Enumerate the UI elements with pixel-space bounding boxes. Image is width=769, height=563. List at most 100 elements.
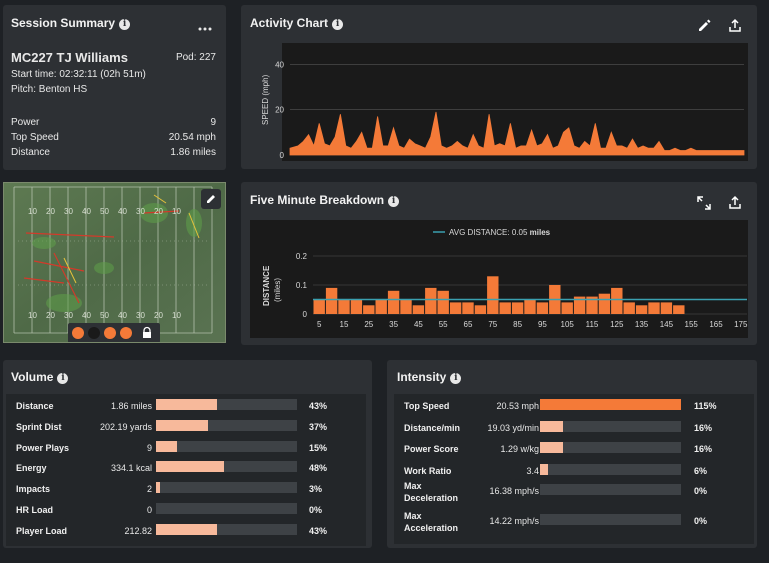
- breakdown-bar[interactable]: [511, 302, 524, 314]
- five-minute-title: Five Minute Breakdown i: [250, 193, 400, 207]
- intensity-panel: Intensity i Top Speed 20.53 mph 115% Distanc…: [387, 360, 757, 548]
- breakdown-bar[interactable]: [325, 287, 338, 314]
- info-icon[interactable]: i: [119, 19, 131, 30]
- speed-series: [289, 111, 745, 156]
- metric-percent: 6%: [694, 465, 708, 476]
- breakdown-bar[interactable]: [623, 302, 635, 314]
- metric-bar-fill: [156, 419, 209, 431]
- lock-icon[interactable]: [140, 326, 154, 340]
- breakdown-bar[interactable]: [400, 299, 412, 315]
- metric-value: 334.1 kcal: [110, 463, 152, 474]
- info-icon[interactable]: i: [57, 373, 69, 384]
- metric-value: 3.4: [526, 465, 539, 476]
- metric-label-line: Acceleration: [404, 523, 459, 533]
- breakdown-x-tick: 165: [709, 320, 723, 329]
- breakdown-bar[interactable]: [462, 302, 474, 314]
- breakdown-bar[interactable]: [363, 305, 375, 314]
- expand-icon[interactable]: [696, 195, 712, 211]
- breakdown-bar[interactable]: [437, 290, 449, 314]
- breakdown-bar[interactable]: [387, 290, 400, 314]
- breakdown-bar[interactable]: [561, 302, 573, 314]
- breakdown-bar[interactable]: [611, 287, 623, 314]
- metric-label: Impacts: [16, 484, 51, 495]
- player-dot-1[interactable]: [72, 327, 84, 339]
- info-icon[interactable]: i: [450, 373, 462, 384]
- activity-chart-title: Activity Chart i: [250, 16, 344, 30]
- yard-marker: 30: [136, 207, 145, 216]
- pencil-icon[interactable]: [696, 18, 712, 34]
- metric-bar-track: [540, 399, 681, 410]
- pencil-icon[interactable]: [201, 189, 221, 209]
- breakdown-bar[interactable]: [536, 302, 549, 314]
- metric-label: Max Deceleration: [404, 480, 458, 504]
- metric-bar-track: [540, 463, 681, 475]
- metric-value: 0: [146, 505, 152, 515]
- breakdown-bar[interactable]: [474, 305, 487, 314]
- metric-value: 202.19 yards: [99, 421, 152, 432]
- breakdown-bar[interactable]: [635, 305, 648, 314]
- activity-chart: 0 20 40 SPEED (mph): [261, 43, 748, 161]
- player-dot-2[interactable]: [88, 327, 100, 339]
- metric-label: Distance: [16, 401, 54, 411]
- metric-bar-fill: [156, 461, 224, 473]
- metric-row: Max Acceleration 14.22 mph/s 0%: [394, 510, 754, 534]
- metric-label: Max Acceleration: [404, 510, 458, 534]
- yard-marker: 10: [172, 207, 181, 216]
- metric-label: Distance/min: [404, 422, 461, 433]
- metric-value: 14.22 mph/s: [489, 516, 539, 526]
- field-map[interactable]: 10 20 30 40 50 40 30 20 10 10 20 30 40 5…: [3, 182, 226, 343]
- breakdown-x-tick: 25: [364, 320, 373, 329]
- breakdown-x-tick: 85: [513, 320, 522, 329]
- metric-label-line: Deceleration: [404, 493, 459, 503]
- metric-label: Player Load: [16, 525, 68, 536]
- metric-percent: 3%: [309, 484, 323, 495]
- player-dot-4[interactable]: [120, 327, 132, 339]
- metric-label: HR Load: [16, 505, 53, 515]
- breakdown-bar[interactable]: [573, 296, 586, 314]
- breakdown-bar[interactable]: [449, 302, 462, 314]
- intensity-title: Intensity i: [397, 370, 462, 384]
- breakdown-bar[interactable]: [338, 299, 350, 315]
- player-dot-3[interactable]: [104, 327, 116, 339]
- breakdown-bar[interactable]: [673, 305, 685, 314]
- metric-bar-track: [540, 514, 681, 525]
- export-icon[interactable]: [727, 18, 743, 34]
- session-summary-title-text: Session Summary: [11, 16, 116, 30]
- metric-row: Player Load 212.82 43%: [6, 521, 366, 541]
- breakdown-bar[interactable]: [350, 299, 363, 315]
- yard-marker: 50: [100, 311, 109, 320]
- activity-chart-panel: Activity Chart i 0 20 40 SPEED (mph): [241, 5, 757, 169]
- metric-percent: 0%: [694, 516, 708, 526]
- stat-top-speed-value: 20.54 mph: [168, 132, 216, 143]
- breakdown-bar[interactable]: [499, 302, 511, 314]
- intensity-title-text: Intensity: [397, 370, 447, 384]
- breakdown-x-tick: 35: [389, 320, 398, 329]
- metric-value: 212.82: [124, 525, 152, 536]
- breakdown-bar[interactable]: [660, 302, 673, 314]
- yard-marker: 50: [100, 207, 109, 216]
- metric-label-line: Max: [404, 481, 422, 491]
- volume-table: Distance 1.86 miles 43% Sprint Dist 202.19 y…: [6, 394, 366, 546]
- breakdown-bar[interactable]: [487, 276, 499, 314]
- breakdown-bar[interactable]: [313, 299, 325, 315]
- metric-label: Energy: [16, 463, 47, 474]
- breakdown-bar[interactable]: [648, 302, 660, 314]
- breakdown-bar[interactable]: [412, 305, 425, 314]
- breakdown-bar[interactable]: [598, 293, 611, 314]
- field-toolbar: [68, 323, 160, 342]
- info-icon[interactable]: i: [388, 196, 400, 207]
- export-icon[interactable]: [727, 195, 743, 211]
- info-icon[interactable]: i: [332, 19, 344, 30]
- metric-bar-track: [156, 440, 297, 452]
- yard-marker: 30: [64, 207, 73, 216]
- volume-title: Volume i: [11, 370, 69, 384]
- intensity-table: Top Speed 20.53 mph 115% Distance/min 19.03 …: [394, 394, 754, 544]
- breakdown-bar[interactable]: [425, 287, 437, 314]
- yard-marker: 30: [64, 311, 73, 320]
- breakdown-bar[interactable]: [375, 299, 387, 315]
- breakdown-bar[interactable]: [586, 296, 598, 314]
- breakdown-bar[interactable]: [524, 299, 536, 315]
- pod-number: Pod: 227: [175, 52, 216, 63]
- breakdown-x-tick: 175: [734, 320, 748, 329]
- more-horizontal-icon[interactable]: [198, 19, 212, 31]
